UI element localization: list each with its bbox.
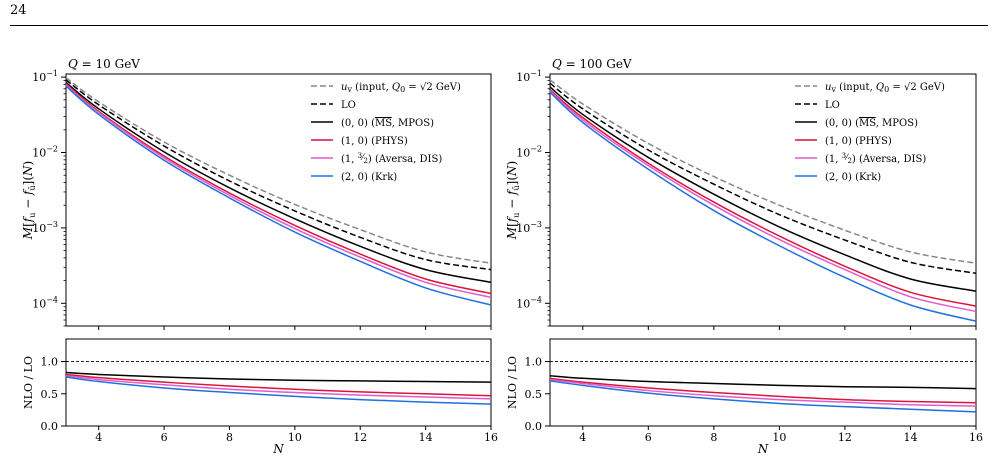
series-line-3 — [549, 86, 977, 292]
legend-label-s20: (2, 0) (Krk) — [341, 172, 397, 183]
x-tick-label: 6 — [645, 431, 652, 444]
series-line-4 — [65, 83, 492, 295]
ratio-line-2 — [65, 373, 492, 397]
ratio-y-tick-label: 1.0 — [41, 356, 59, 369]
ratio-line-2 — [549, 377, 977, 404]
series-line-2 — [65, 79, 492, 271]
y-tick-label: 10−1 — [32, 69, 58, 84]
y-axis-label: M[fu − fū](N) — [21, 161, 37, 240]
ratio-y-tick-label: 0.0 — [41, 420, 59, 433]
plot-frame — [65, 73, 492, 327]
x-tick-label: 14 — [419, 431, 433, 444]
series-line-5 — [65, 84, 492, 299]
x-tick-label: 4 — [579, 431, 586, 444]
series-line-5 — [549, 90, 977, 313]
x-tick-label: 14 — [903, 431, 917, 444]
chart-title: Q = 100 GeV — [552, 57, 632, 71]
page-number: 24 — [10, 3, 27, 18]
series-line-6 — [65, 85, 492, 306]
x-tick-label: 12 — [838, 431, 852, 444]
series-line-2 — [549, 82, 977, 275]
series-line-1 — [549, 79, 977, 264]
legend-label-uv: uv (input, Q0 = √2 GeV) — [341, 82, 461, 94]
x-tick-label: 12 — [353, 431, 367, 444]
x-axis-label: N — [757, 442, 769, 456]
x-tick-label: 6 — [161, 431, 168, 444]
series-line-1 — [65, 77, 492, 264]
ratio-line-4 — [65, 376, 492, 405]
x-tick-label: 10 — [772, 431, 786, 444]
y-tick-label: 10−1 — [516, 69, 542, 84]
legend-label-LO: LO — [825, 100, 840, 111]
ratio-y-tick-label: 0.5 — [525, 388, 543, 401]
ratio-line-3 — [549, 378, 977, 407]
x-tick-label: 16 — [969, 431, 983, 444]
ratio-y-tick-label: 0.5 — [41, 388, 59, 401]
chart-title: Q = 10 GeV — [68, 57, 140, 71]
legend-label-s1h: (1, 3⁄2) (Aversa, DIS) — [825, 152, 926, 165]
ratio-frame — [65, 338, 492, 427]
legend-label-s00: (0, 0) (MS, MPOS) — [341, 118, 434, 129]
ratio-line-1 — [65, 371, 492, 383]
y-tick-label: 10−3 — [32, 220, 58, 235]
x-tick-label: 10 — [288, 431, 302, 444]
ratio-line-4 — [549, 380, 977, 413]
legend-label-uv: uv (input, Q0 = √2 GeV) — [825, 82, 945, 94]
series-line-6 — [549, 91, 977, 322]
chart-panel-2: Q = 100 GeV 10−1 10−2 10−3 10−4 M[fu − fū](N)… — [505, 57, 983, 456]
y-tick-label: 10−3 — [516, 220, 542, 235]
legend-label-LO: LO — [341, 100, 356, 111]
x-tick-label: 8 — [226, 431, 233, 444]
y-tick-label: 10−2 — [32, 145, 58, 160]
legend-label-s1h: (1, 3⁄2) (Aversa, DIS) — [341, 152, 442, 165]
plot-frame — [549, 73, 977, 327]
chart-panel-1: Q = 10 GeV 10−1 10−2 10−3 10−4 M[fu − fū](N) u… — [21, 57, 498, 456]
ratio-line-1 — [549, 374, 977, 390]
y-tick-label: 10−4 — [516, 295, 542, 310]
ratio-frame — [549, 338, 977, 427]
y-axis-label: M[fu − fū](N) — [505, 161, 521, 240]
header-rule — [10, 25, 988, 26]
series-line-4 — [549, 89, 977, 307]
legend-label-s00: (0, 0) (MS, MPOS) — [825, 118, 918, 129]
ratio-y-axis-label: NLO / LO — [22, 356, 35, 409]
legend-label-s10: (1, 0) (PHYS) — [341, 136, 408, 147]
ratio-y-axis-label: NLO / LO — [506, 356, 519, 409]
series-line-3 — [65, 81, 492, 284]
y-tick-label: 10−2 — [516, 145, 542, 160]
ratio-line-3 — [65, 374, 492, 400]
legend-label-s20: (2, 0) (Krk) — [825, 172, 881, 183]
legend-label-s10: (1, 0) (PHYS) — [825, 136, 892, 147]
ratio-y-tick-label: 1.0 — [525, 356, 543, 369]
y-tick-label: 10−4 — [32, 295, 58, 310]
ratio-y-tick-label: 0.0 — [525, 420, 543, 433]
x-tick-label: 4 — [95, 431, 102, 444]
x-tick-label: 8 — [710, 431, 717, 444]
x-axis-label: N — [272, 442, 284, 456]
x-tick-label: 16 — [484, 431, 498, 444]
